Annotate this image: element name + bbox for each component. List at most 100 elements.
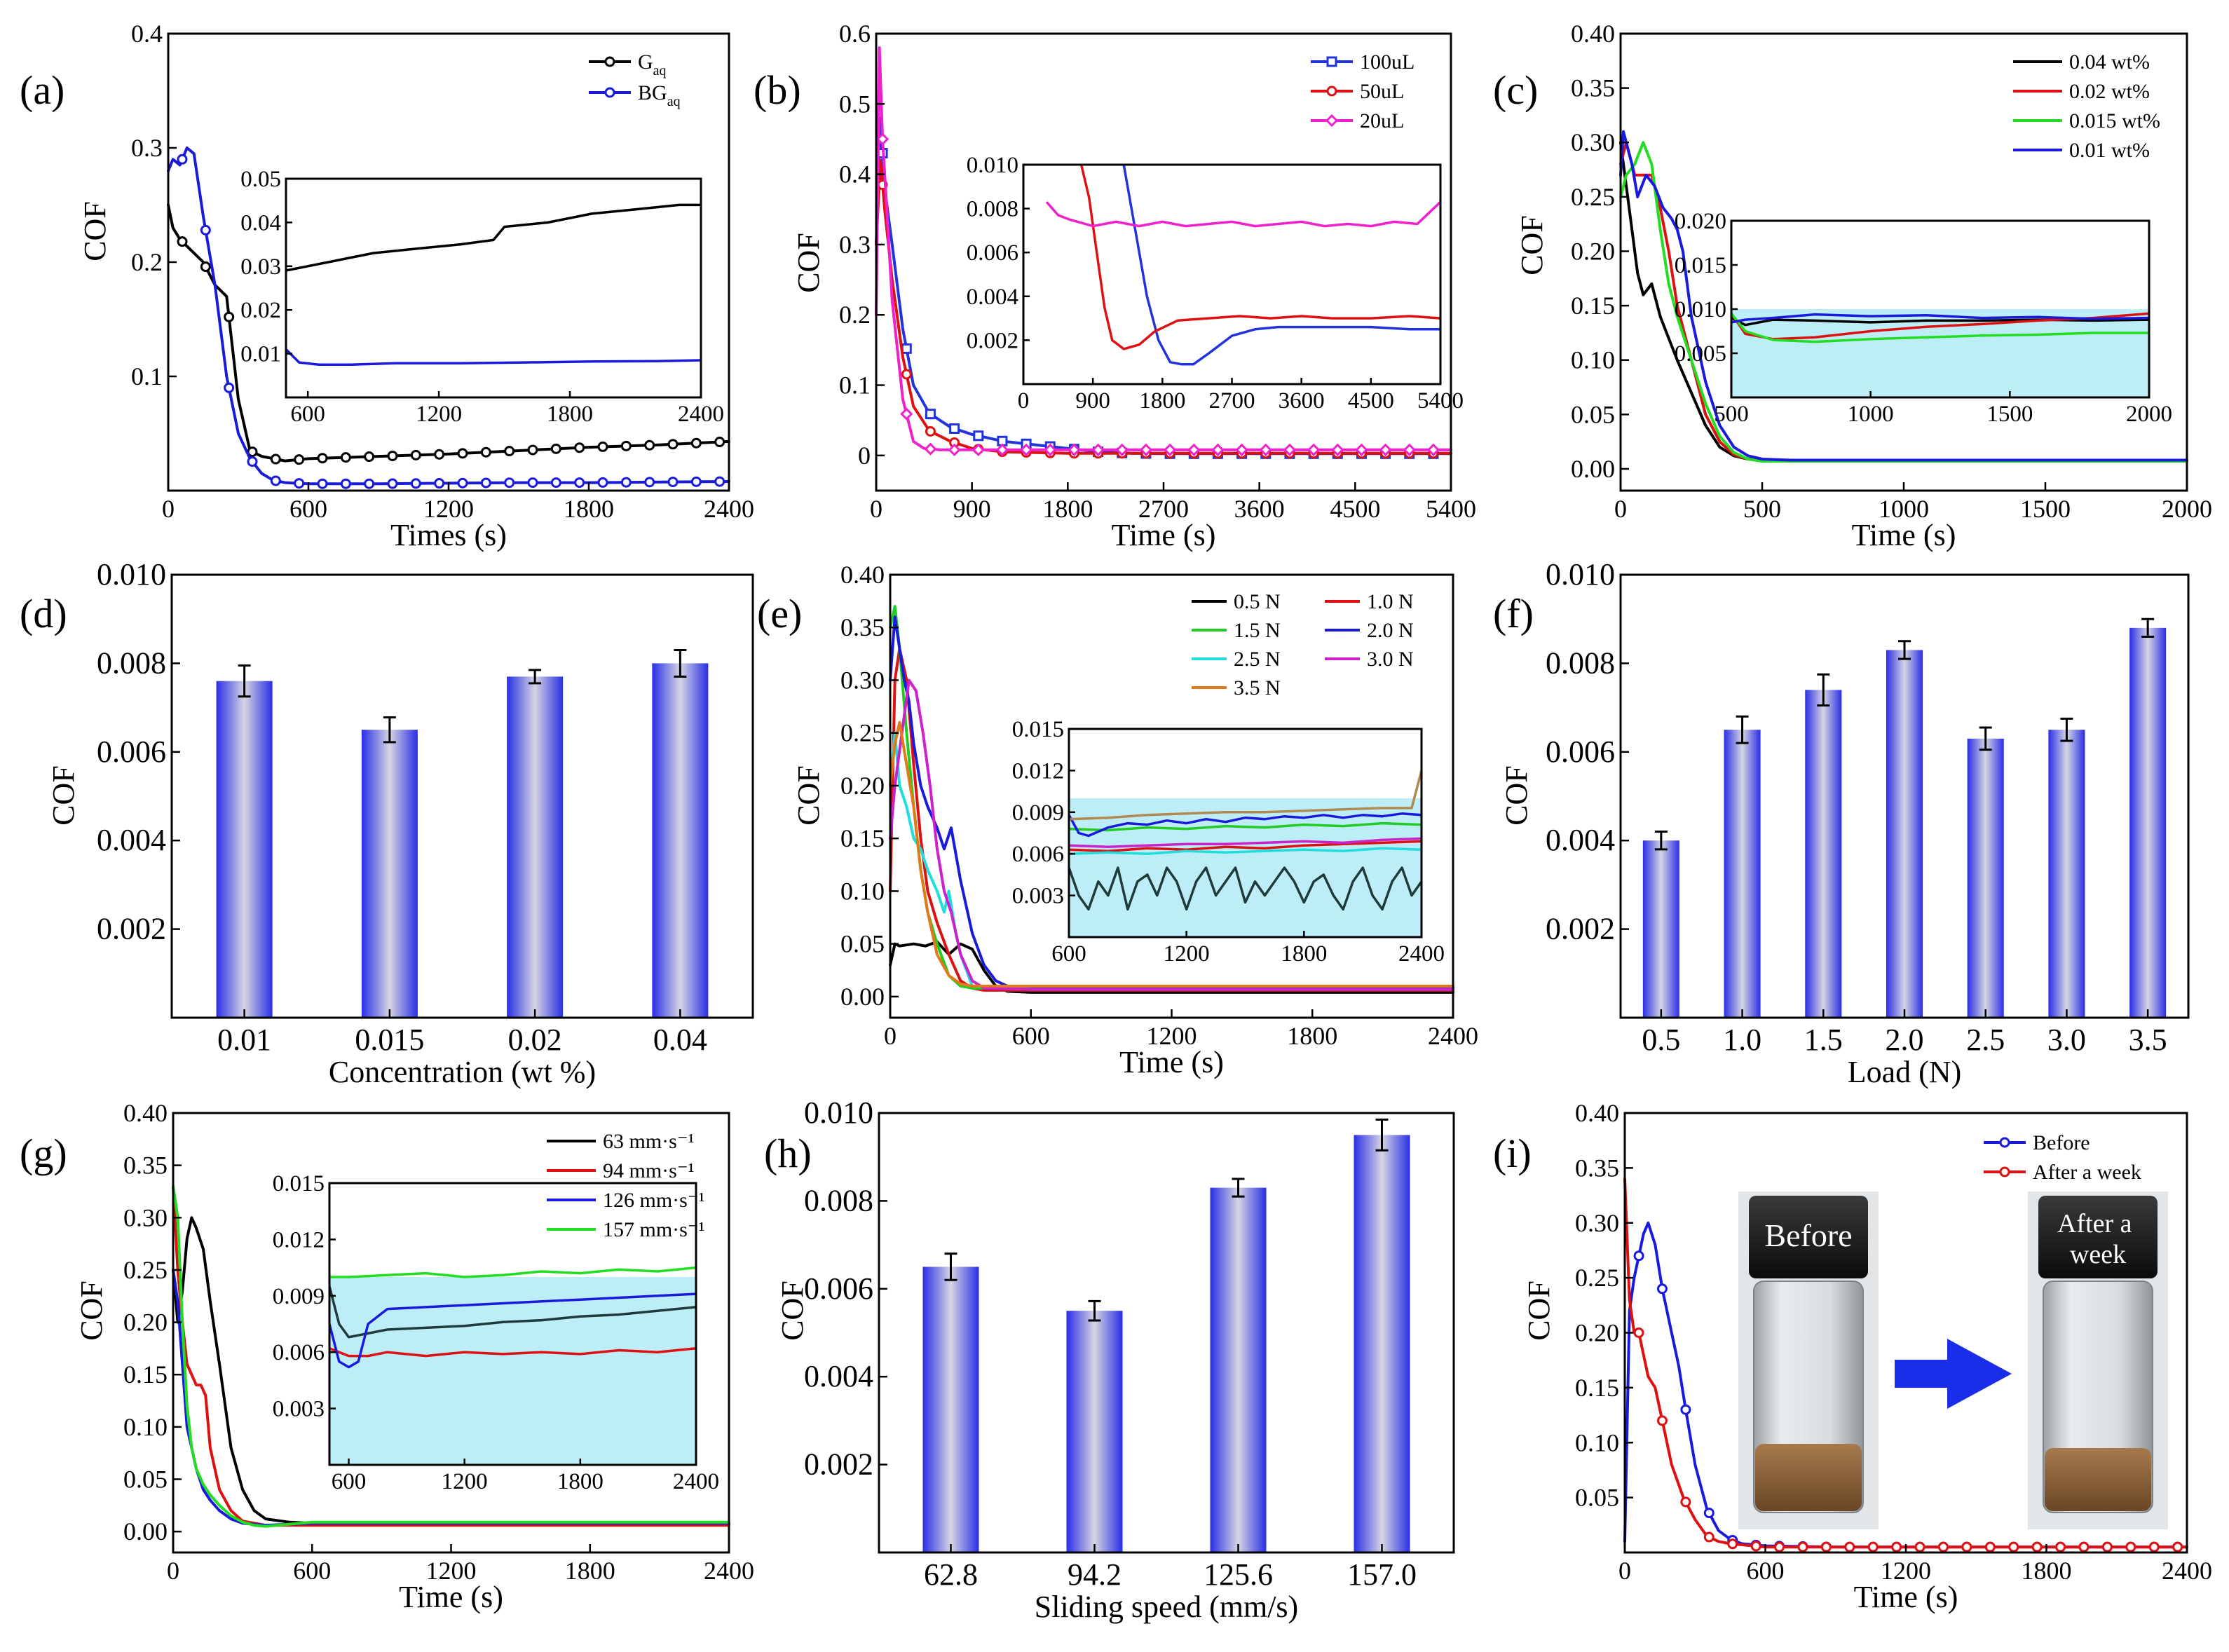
series-line-3 [1619,130,2188,462]
series-marker [317,453,328,464]
inset-x-tick-label: 1200 [1164,941,1210,967]
y-tick-label: 0.15 [1571,292,1615,320]
series-marker [270,475,281,486]
legend-label: Gaq [638,50,667,78]
series-marker [1211,443,1225,456]
inset-y-tick-label: 0.010 [1675,297,1726,322]
bar-6 [2129,627,2167,1018]
inset-y-tick-label: 0.015 [1012,717,1064,742]
legend-label: 0.02 wt% [2069,80,2150,103]
inset-y-tick-label: 0.05 [240,167,281,192]
series-marker [2055,1541,2066,1552]
y-tick-label: 0.2 [839,301,871,329]
x-axis-label: Time (s) [399,1580,503,1614]
series-marker [1680,1496,1691,1508]
y-tick-label: 0.30 [1571,128,1615,156]
legend: 100uL 50uL 20uL [1311,50,1415,132]
legend-label: 126 mm·s⁻¹ [603,1189,705,1212]
series-marker [1703,1531,1715,1543]
y-tick-label: 0.3 [131,134,163,162]
inset-series-line-5 [1068,837,1422,849]
series-marker [2101,1541,2113,1552]
x-tick-label: 600 [1012,1022,1050,1050]
panel-f: 0.5 1.0 1.5 2.0 2.5 3.0 3.5 0.002 0.004 0.006 0.00… [1493,557,2190,1089]
inset-y-tick-label: 0.010 [967,153,1018,178]
error-bar-0 [944,1252,957,1281]
series-marker [972,443,985,456]
inset-x-tick-label: 1200 [416,402,462,427]
series-marker [224,382,235,393]
vial-label-before: Before [1764,1217,1852,1253]
y-tick-label: 0.10 [840,877,885,905]
x-tick-label: 600 [1747,1557,1785,1585]
panel-b: 0 900 1800 2700 3600 4500 5400 0 0.1 0.2 0.3 0.4 0.5… [754,20,1476,552]
y-tick-label: 0.00 [1571,455,1615,483]
series-marker [457,477,468,489]
legend-label: 0.01 wt% [2069,139,2150,162]
inset-y-tick-label: 0.020 [1675,209,1726,234]
x-axis-label: Concentration (wt %) [329,1055,596,1089]
bar-3 [1354,1135,1410,1552]
series-marker [949,423,960,434]
inset-frame [1068,728,1423,938]
bar-2 [507,676,564,1018]
bar-0 [922,1267,979,1552]
series-marker [550,477,561,489]
bar-5 [2048,730,2085,1018]
series-marker [550,443,561,454]
inset-x-tick-label: 2400 [1398,941,1445,967]
series-marker [200,224,211,235]
legend-marker [1325,114,1339,128]
x-tick-label: 3600 [1234,495,1285,523]
inset-series-line-1 [1068,840,1422,852]
inset-x-tick-label: 2000 [2126,402,2172,427]
y-axis-label: COF [791,765,826,826]
series-marker [1703,1508,1715,1519]
series-marker [1656,1415,1668,1426]
bar-1 [1066,1311,1123,1552]
y-axis-label: COF [1515,215,1549,275]
series-marker [434,449,445,460]
series-marker [1820,1541,1832,1552]
x-tick-label: 1200 [1147,1022,1197,1050]
series-marker [1091,443,1105,456]
series-marker [1937,1541,1949,1552]
y-tick-label: 0.20 [1575,1319,1619,1347]
x-tick-label: 125.6 [1204,1557,1273,1592]
y-tick-label: 0.004 [1546,823,1615,857]
legend-label: 157 mm·s⁻¹ [603,1218,705,1241]
series-marker [1259,443,1272,456]
x-tick-label: 1000 [1879,495,1929,523]
series-marker [644,477,655,488]
error-bar-2 [529,669,542,685]
inset-x-tick-label: 500 [1714,402,1749,427]
inset-x-tick-label: 1000 [1848,402,1894,427]
inset-shaded-band [329,1277,696,1465]
inset-y-tick-label: 0.002 [967,328,1018,353]
series-marker [340,452,351,463]
error-bar-5 [2060,717,2073,742]
panel-label: (i) [1493,1131,1532,1176]
series-marker [1633,1250,1644,1262]
y-tick-label: 0.004 [804,1359,873,1393]
y-tick-label: 0.00 [840,983,885,1011]
y-tick-label: 0.35 [123,1152,168,1180]
series-line-1 [172,1185,730,1527]
x-axis-label: Load (N) [1848,1055,1962,1089]
x-tick-label: 5400 [1426,495,1476,523]
x-tick-label: 94.2 [1068,1557,1122,1592]
y-tick-label: 0.25 [1571,183,1615,211]
series-marker [1379,443,1392,456]
legend-label: After a week [2033,1161,2141,1184]
inset-x-tick-label: 600 [290,402,325,427]
bar-2 [1210,1187,1267,1552]
y-tick-label: 0.00 [123,1517,168,1545]
series-marker [690,437,702,449]
inset-series-line-3 [329,1266,697,1278]
y-tick-label: 0.3 [839,231,871,259]
x-tick-label: 0 [167,1557,179,1585]
inset-x-tick-label: 1200 [442,1469,488,1494]
panel-label: (c) [1493,67,1538,113]
series-marker [948,443,961,456]
legend-label: 1.5 N [1234,619,1281,642]
